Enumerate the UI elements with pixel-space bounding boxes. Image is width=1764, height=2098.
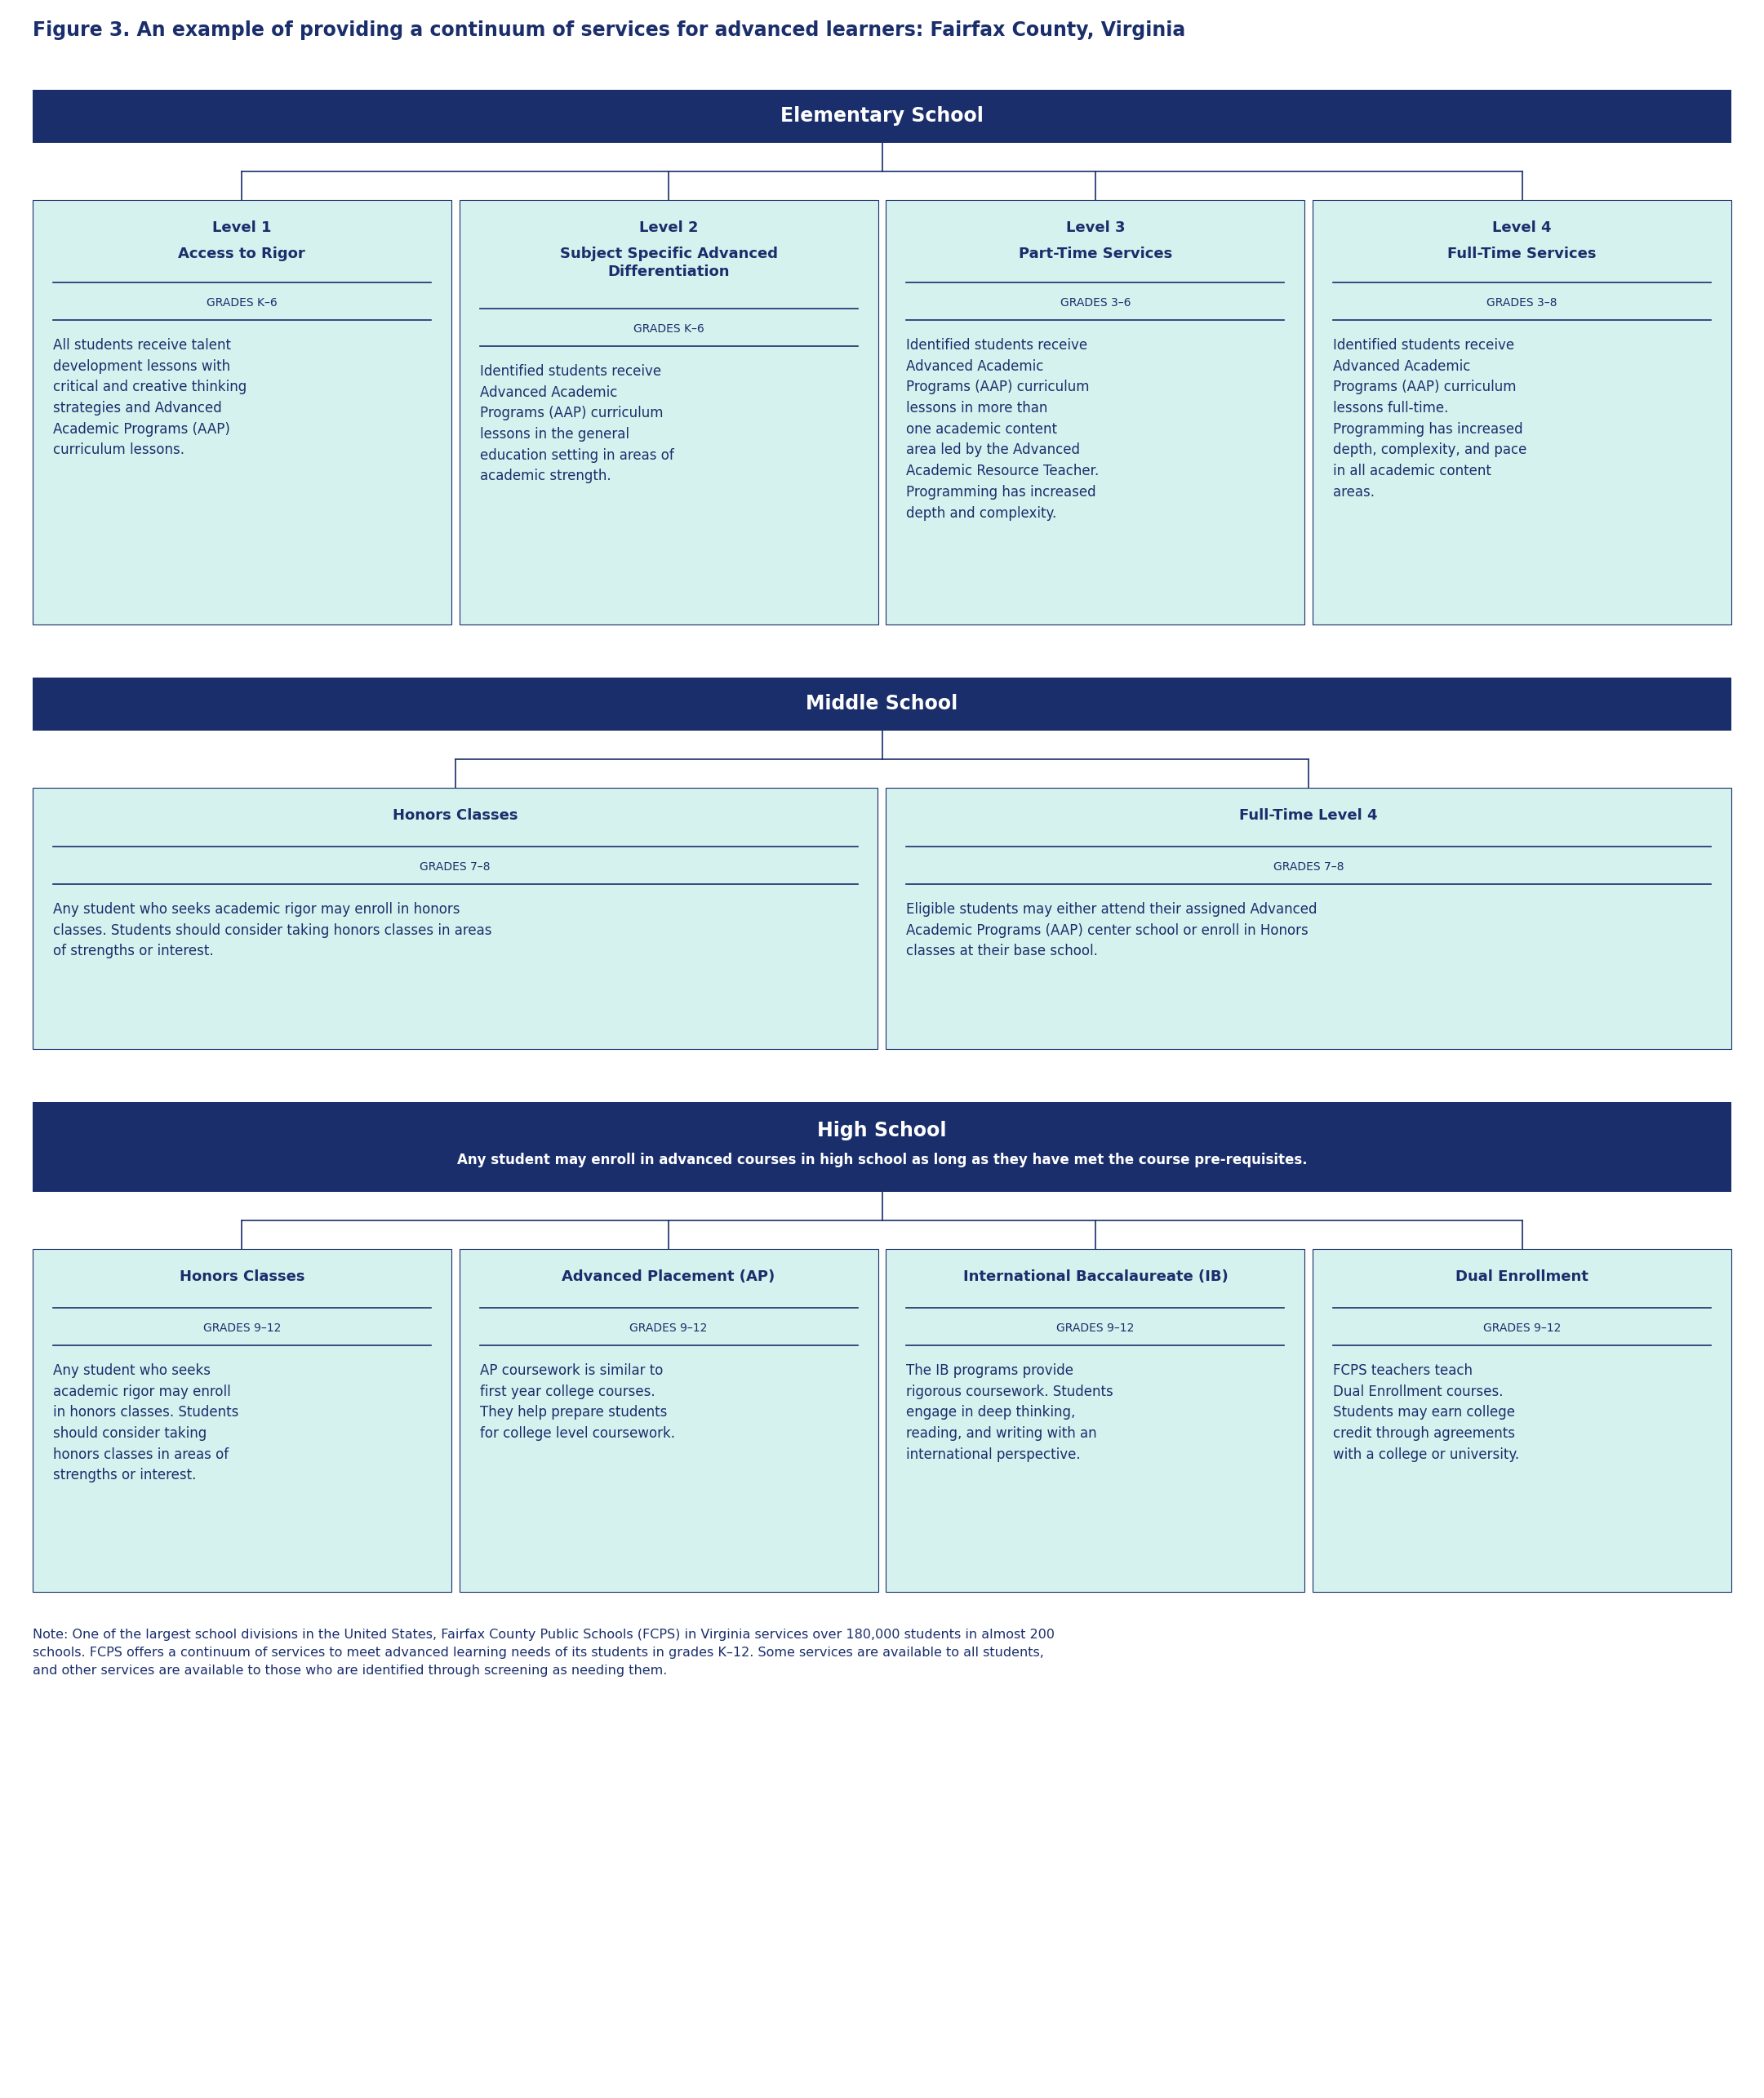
Text: Note: One of the largest school divisions in the United States, Fairfax County P: Note: One of the largest school division… <box>34 1628 1055 1676</box>
Text: Identified students receive
Advanced Academic
Programs (AAP) curriculum
lessons : Identified students receive Advanced Aca… <box>1334 338 1528 499</box>
Text: Dual Enrollment: Dual Enrollment <box>1455 1269 1589 1284</box>
Bar <box>459 1248 878 1592</box>
Text: Any student who seeks academic rigor may enroll in honors
classes. Students shou: Any student who seeks academic rigor may… <box>53 902 492 959</box>
Text: GRADES K–6: GRADES K–6 <box>633 323 704 336</box>
Text: GRADES K–6: GRADES K–6 <box>206 298 277 308</box>
Text: The IB programs provide
rigorous coursework. Students
engage in deep thinking,
r: The IB programs provide rigorous coursew… <box>907 1364 1113 1462</box>
Text: GRADES 7–8: GRADES 7–8 <box>1274 862 1344 873</box>
Bar <box>459 199 878 625</box>
Text: FCPS teachers teach
Dual Enrollment courses.
Students may earn college
credit th: FCPS teachers teach Dual Enrollment cour… <box>1334 1364 1519 1462</box>
Text: All students receive talent
development lessons with
critical and creative think: All students receive talent development … <box>53 338 247 457</box>
Text: International Baccalaureate (IB): International Baccalaureate (IB) <box>963 1269 1228 1284</box>
Text: Identified students receive
Advanced Academic
Programs (AAP) curriculum
lessons : Identified students receive Advanced Aca… <box>480 365 674 485</box>
Text: GRADES 9–12: GRADES 9–12 <box>1057 1322 1134 1334</box>
Text: Level 2: Level 2 <box>639 220 699 235</box>
Text: Part-Time Services: Part-Time Services <box>1018 248 1173 262</box>
Bar <box>34 199 452 625</box>
Text: AP coursework is similar to
first year college courses.
They help prepare studen: AP coursework is similar to first year c… <box>480 1364 676 1441</box>
Text: Eligible students may either attend their assigned Advanced
Academic Programs (A: Eligible students may either attend thei… <box>907 902 1318 959</box>
Text: GRADES 3–8: GRADES 3–8 <box>1487 298 1558 308</box>
Text: Any student may enroll in advanced courses in high school as long as they have m: Any student may enroll in advanced cours… <box>457 1154 1307 1169</box>
Text: Access to Rigor: Access to Rigor <box>178 248 305 262</box>
Text: GRADES 3–6: GRADES 3–6 <box>1060 298 1131 308</box>
Bar <box>34 1248 452 1592</box>
Text: High School: High School <box>817 1120 947 1141</box>
Bar <box>1312 1248 1730 1592</box>
Text: Any student who seeks
academic rigor may enroll
in honors classes. Students
shou: Any student who seeks academic rigor may… <box>53 1364 238 1483</box>
Text: Honors Classes: Honors Classes <box>180 1269 305 1284</box>
Text: GRADES 9–12: GRADES 9–12 <box>203 1322 280 1334</box>
Bar <box>34 1101 1730 1192</box>
Bar <box>34 678 1730 730</box>
Text: Full-Time Services: Full-Time Services <box>1448 248 1596 262</box>
Text: Middle School: Middle School <box>806 694 958 713</box>
Bar <box>1312 199 1730 625</box>
Bar <box>886 199 1305 625</box>
Bar <box>886 1248 1305 1592</box>
Text: Identified students receive
Advanced Academic
Programs (AAP) curriculum
lessons : Identified students receive Advanced Aca… <box>907 338 1099 520</box>
Bar <box>886 787 1730 1049</box>
Bar <box>34 90 1730 143</box>
Text: Advanced Placement (AP): Advanced Placement (AP) <box>563 1269 774 1284</box>
Text: Full-Time Level 4: Full-Time Level 4 <box>1240 808 1378 822</box>
Text: Level 4: Level 4 <box>1492 220 1552 235</box>
Text: Subject Specific Advanced
Differentiation: Subject Specific Advanced Differentiatio… <box>559 248 778 279</box>
Text: Honors Classes: Honors Classes <box>393 808 519 822</box>
Text: Elementary School: Elementary School <box>780 107 984 126</box>
Text: Level 1: Level 1 <box>212 220 272 235</box>
Text: Figure 3. An example of providing a continuum of services for advanced learners:: Figure 3. An example of providing a cont… <box>34 21 1185 40</box>
Text: Level 3: Level 3 <box>1065 220 1125 235</box>
Text: GRADES 9–12: GRADES 9–12 <box>1484 1322 1561 1334</box>
Bar <box>34 787 878 1049</box>
Text: GRADES 7–8: GRADES 7–8 <box>420 862 490 873</box>
Text: GRADES 9–12: GRADES 9–12 <box>630 1322 707 1334</box>
